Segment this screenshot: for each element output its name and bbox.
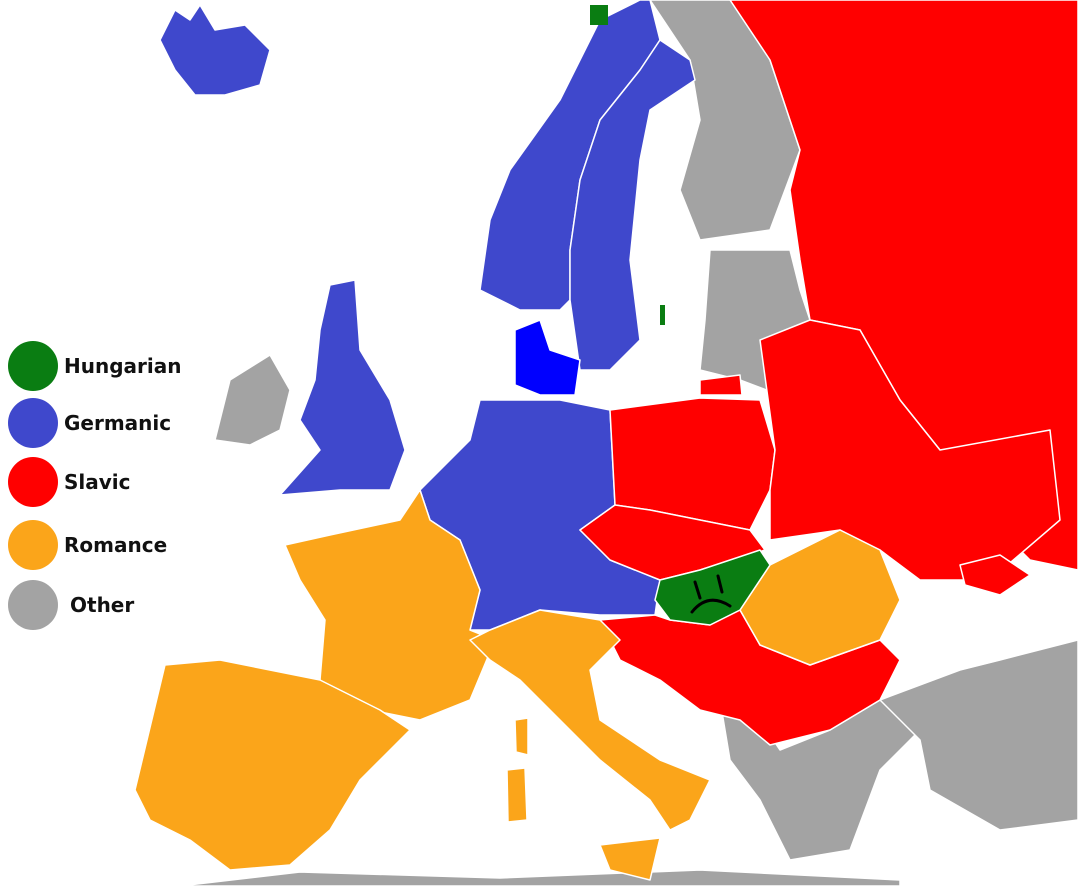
legend-swatch — [8, 520, 58, 570]
legend-label: Slavic — [64, 470, 131, 494]
legend-label: Romance — [64, 533, 168, 557]
iceland — [159, 4, 271, 96]
crimea — [959, 554, 1031, 596]
legend-item-hungarian: Hungarian — [8, 341, 181, 391]
legend-swatch — [8, 457, 58, 507]
legend-swatch — [8, 580, 58, 630]
italy — [469, 609, 711, 831]
legend-item-germanic: Germanic — [8, 398, 171, 448]
turkey — [879, 639, 1078, 831]
north-africa — [179, 869, 901, 886]
legend-item-slavic: Slavic — [8, 457, 131, 507]
svalbard-bits — [590, 5, 608, 25]
legend-item-romance: Romance — [8, 520, 167, 570]
legend-label: Germanic — [64, 411, 172, 435]
sweden — [569, 39, 696, 371]
hungary — [654, 549, 771, 626]
uk — [279, 279, 406, 496]
czech-slovakia — [579, 504, 766, 581]
legend-swatch — [8, 398, 58, 448]
sicily — [599, 837, 661, 881]
sardinia — [506, 767, 528, 823]
corsica — [514, 717, 529, 756]
romania-moldova — [739, 529, 901, 666]
legend-label: Hungarian — [64, 354, 182, 378]
legend-item-other: Other — [8, 580, 134, 630]
iberia — [134, 659, 411, 871]
aland-island — [660, 305, 665, 325]
legend-label: Other — [70, 593, 135, 617]
legend-swatch — [8, 341, 58, 391]
sad-face-icon — [690, 574, 732, 614]
ireland — [214, 354, 291, 446]
denmark — [514, 319, 581, 396]
kaliningrad — [699, 374, 743, 396]
